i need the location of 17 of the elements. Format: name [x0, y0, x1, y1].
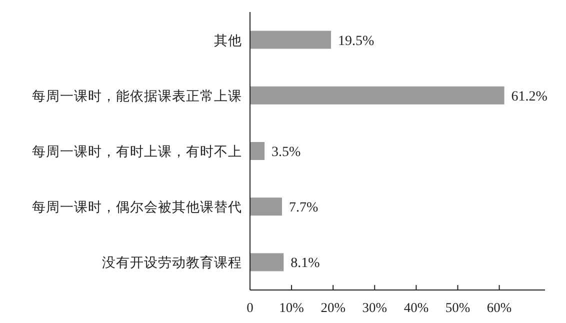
x-tick-label: 20% — [320, 300, 346, 315]
data-label: 3.5% — [272, 145, 302, 160]
x-tick-label: 10% — [279, 300, 304, 315]
x-tick-label: 30% — [362, 300, 388, 315]
x-tick-label: 60% — [486, 300, 512, 315]
data-label: 7.7% — [288, 200, 318, 216]
y-tick-label: 每周一课时，有时上课，有时不上 — [32, 144, 242, 159]
data-label: 19.5% — [338, 34, 375, 49]
data-label: 8.1% — [290, 256, 320, 272]
y-tick-label: 没有开设劳动教育课程 — [102, 254, 242, 270]
data-label: 61.2% — [511, 89, 548, 104]
x-tick-label: 0 — [246, 300, 254, 315]
x-tick-label: 50% — [445, 300, 470, 315]
x-tick-label: 40% — [404, 300, 429, 315]
y-tick-label: 每周一课时，偶尔会被其他课替代 — [32, 200, 242, 215]
y-tick-label: 每周一课时，能依据课表正常上课 — [32, 88, 242, 104]
y-tick-label: 其他 — [214, 32, 242, 48]
